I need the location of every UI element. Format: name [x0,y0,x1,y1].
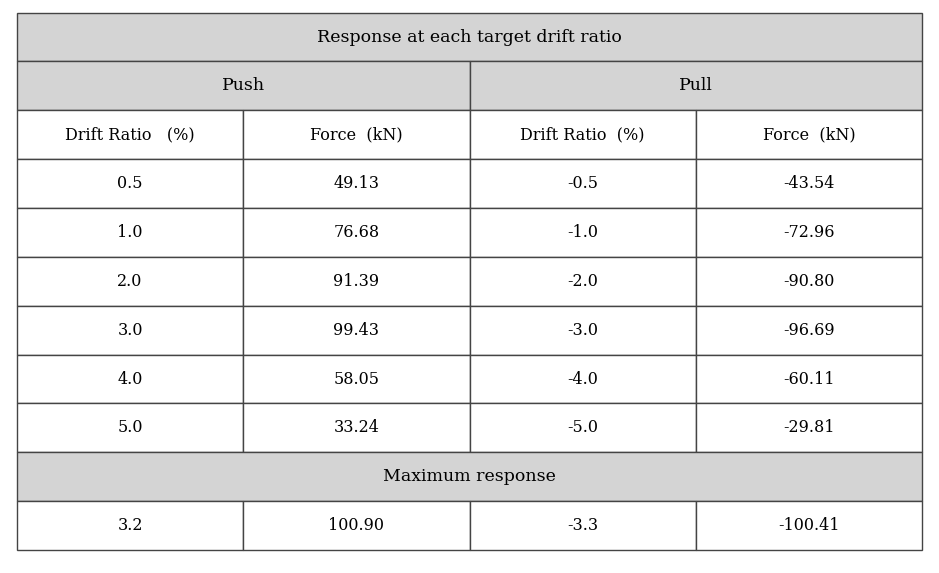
Bar [243,306,470,355]
Text: 0.5: 0.5 [117,175,143,192]
Bar [470,403,696,452]
Text: 100.90: 100.90 [329,517,384,534]
Text: 49.13: 49.13 [333,175,379,192]
Bar [696,355,922,403]
Text: 58.05: 58.05 [333,371,379,387]
Text: -43.54: -43.54 [783,175,835,192]
Bar [470,306,696,355]
Bar [243,208,470,257]
Text: -60.11: -60.11 [783,371,835,387]
Text: -3.0: -3.0 [567,321,598,339]
Bar [17,111,243,159]
Bar [470,61,922,111]
Bar [243,111,470,159]
Bar [696,257,922,306]
Text: -96.69: -96.69 [783,321,835,339]
Text: -4.0: -4.0 [567,371,598,387]
Text: Drift Ratio   (%): Drift Ratio (%) [65,126,195,143]
Text: -5.0: -5.0 [567,419,598,437]
Text: -90.80: -90.80 [783,273,835,290]
Bar [696,208,922,257]
Text: -29.81: -29.81 [783,419,835,437]
Bar [243,159,470,208]
Text: -3.3: -3.3 [567,517,598,534]
Bar [17,257,243,306]
Text: 2.0: 2.0 [117,273,143,290]
Bar [17,208,243,257]
Bar [17,13,922,61]
Bar [470,501,696,550]
Bar [470,208,696,257]
Text: 1.0: 1.0 [117,224,143,241]
Bar [696,403,922,452]
Bar [470,257,696,306]
Text: Pull: Pull [679,77,713,95]
Text: -72.96: -72.96 [783,224,835,241]
Bar [17,501,243,550]
Bar [696,501,922,550]
Bar [696,111,922,159]
Text: Drift Ratio  (%): Drift Ratio (%) [520,126,645,143]
Text: 99.43: 99.43 [333,321,379,339]
Bar [243,355,470,403]
Text: -2.0: -2.0 [567,273,598,290]
Bar [17,403,243,452]
Bar [696,306,922,355]
Bar [17,159,243,208]
Text: Force  (kN): Force (kN) [762,126,855,143]
Bar [243,257,470,306]
Text: Maximum response: Maximum response [383,468,556,485]
Text: 76.68: 76.68 [333,224,379,241]
Bar [470,159,696,208]
Bar [243,501,470,550]
Bar [17,355,243,403]
Bar [17,452,922,501]
Bar [696,159,922,208]
Text: Push: Push [222,77,265,95]
Text: 91.39: 91.39 [333,273,379,290]
Bar [17,61,470,111]
Bar [17,306,243,355]
Text: -1.0: -1.0 [567,224,598,241]
Text: Force  (kN): Force (kN) [310,126,403,143]
Text: 5.0: 5.0 [117,419,143,437]
Text: 33.24: 33.24 [333,419,379,437]
Text: 3.2: 3.2 [117,517,143,534]
Text: 4.0: 4.0 [117,371,143,387]
Bar [470,355,696,403]
Text: 3.0: 3.0 [117,321,143,339]
Text: Response at each target drift ratio: Response at each target drift ratio [317,29,622,45]
Text: -0.5: -0.5 [567,175,598,192]
Bar [470,111,696,159]
Text: -100.41: -100.41 [778,517,839,534]
Bar [243,403,470,452]
